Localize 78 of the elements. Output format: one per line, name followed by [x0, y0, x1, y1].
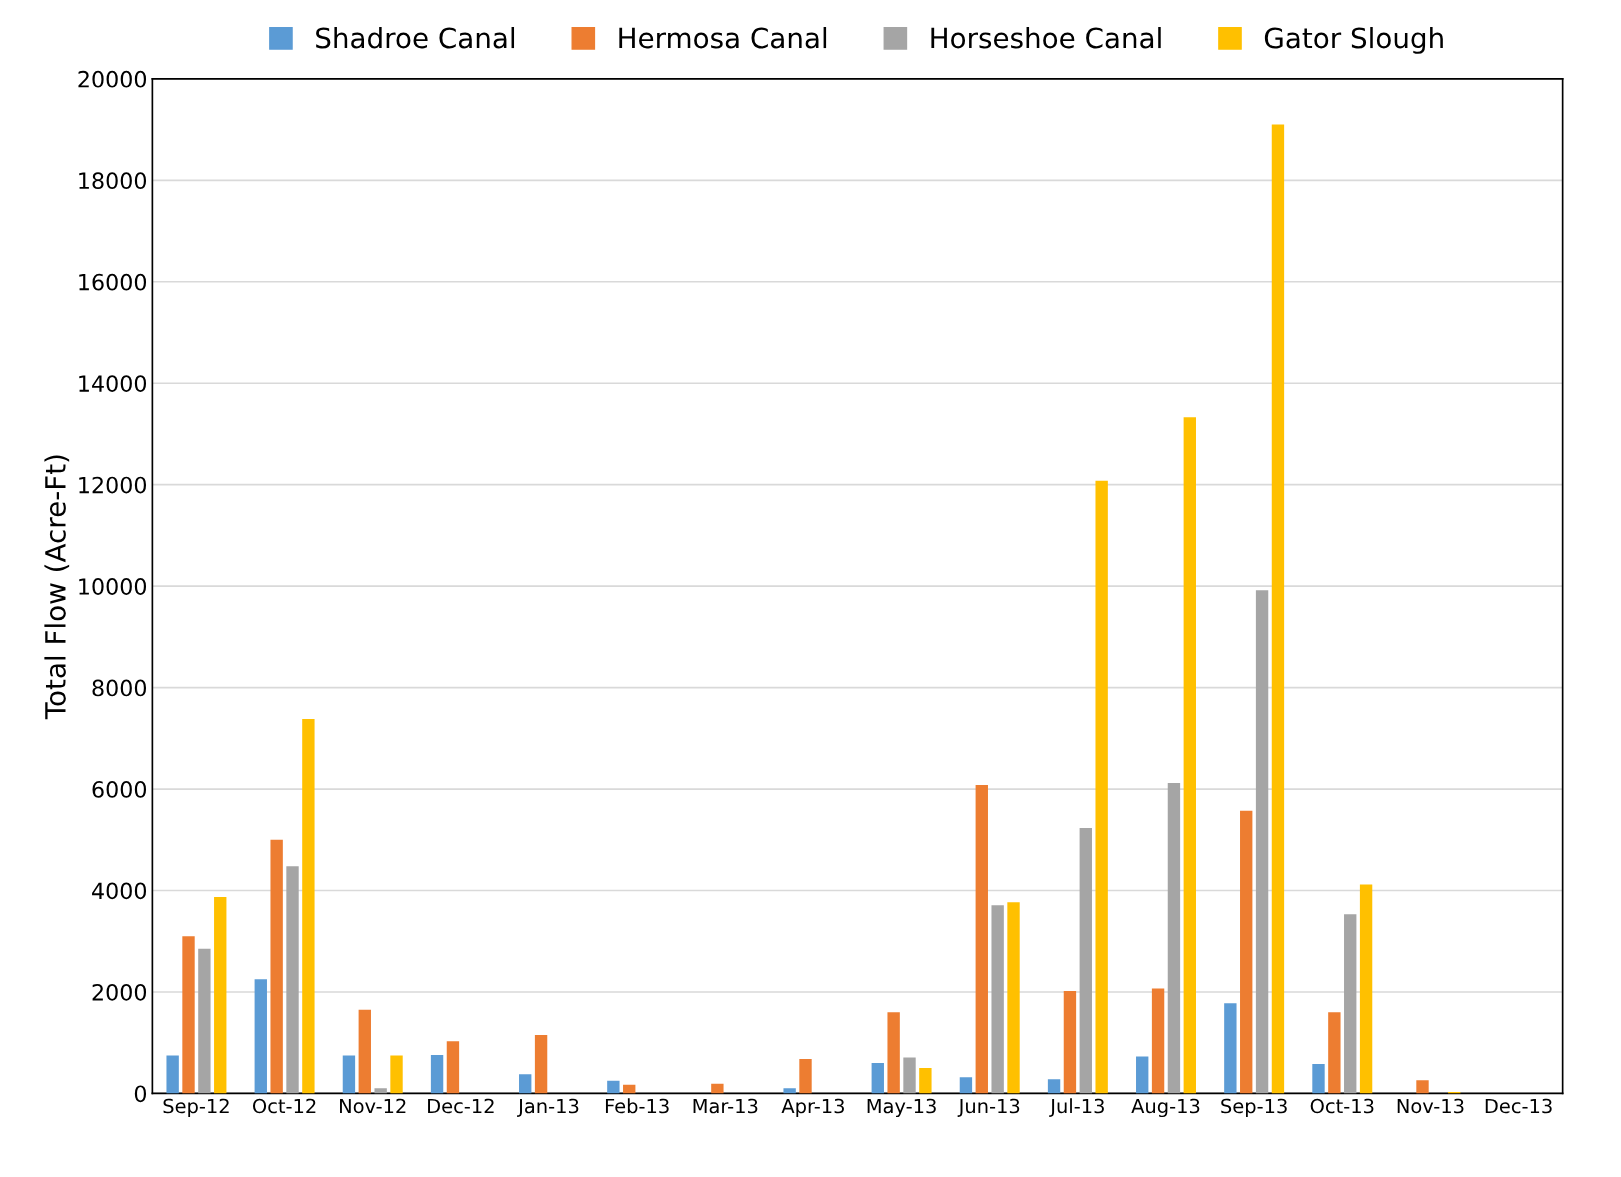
- bar: [166, 1055, 179, 1094]
- x-tick-label: Oct-13: [1310, 1098, 1374, 1114]
- x-tick-label: Aug-13: [1131, 1098, 1200, 1118]
- x-tick-label: Mar-13: [693, 1098, 758, 1114]
- bar: [302, 719, 315, 1094]
- bar: [1240, 810, 1253, 1094]
- bar: [903, 1057, 916, 1094]
- y-tick-label: 0: [134, 1085, 147, 1103]
- bar: [887, 1012, 900, 1094]
- x-tick-label: Sep-13: [1221, 1098, 1287, 1118]
- bar: [711, 1083, 724, 1094]
- x-tick-label: Jul-13: [1049, 1098, 1104, 1117]
- bar: [198, 948, 211, 1094]
- bar: [1183, 417, 1196, 1094]
- bar: [214, 897, 227, 1094]
- x-tick-label: Dec-13: [1485, 1098, 1552, 1114]
- bar: [1344, 914, 1357, 1094]
- x-tick-label: Sep-12: [163, 1098, 229, 1118]
- bar: [1271, 124, 1285, 1094]
- x-tick-label: Nov-12: [340, 1098, 406, 1114]
- legend-label: Horseshoe Canal: [931, 26, 1161, 49]
- x-tick-label: Nov-13: [1397, 1098, 1464, 1114]
- bar: [1136, 1056, 1149, 1094]
- x-tick-label: Jan-13: [517, 1098, 579, 1117]
- bar: [991, 905, 1004, 1094]
- bar: [358, 1009, 371, 1094]
- y-tick-label: 10000: [79, 578, 147, 595]
- bar: [286, 866, 299, 1094]
- bar: [430, 1054, 444, 1094]
- x-tick-label: Dec-12: [428, 1098, 494, 1114]
- x-tick-label: Jun-13: [957, 1098, 1020, 1117]
- y-tick-label: 6000: [92, 781, 147, 798]
- bar: [1151, 988, 1165, 1094]
- bar: [1047, 1079, 1061, 1094]
- bar: [1416, 1080, 1429, 1094]
- bar: [783, 1088, 796, 1094]
- bar: [390, 1055, 403, 1094]
- legend-label: Hermosa Canal: [619, 26, 827, 49]
- bar: [1255, 590, 1269, 1094]
- bar: [1359, 884, 1373, 1094]
- bar: [1095, 480, 1108, 1094]
- bar: [446, 1041, 460, 1094]
- bar: [871, 1063, 884, 1094]
- bar: [1063, 990, 1077, 1094]
- y-tick-label: 18000: [79, 172, 147, 190]
- bar: [270, 839, 283, 1094]
- y-tick-label: 4000: [92, 882, 147, 900]
- x-tick-label: Apr-13: [781, 1098, 844, 1118]
- y-tick-label: 14000: [79, 375, 147, 392]
- bar: [623, 1084, 636, 1094]
- bar: [534, 1035, 548, 1094]
- x-tick-label: May-13: [867, 1098, 936, 1118]
- bar: [1224, 1003, 1237, 1094]
- bar: [1079, 828, 1092, 1094]
- bar: [1167, 782, 1181, 1094]
- legend-label: Gator Slough: [1264, 26, 1443, 54]
- bar: [959, 1077, 973, 1094]
- y-tick-label: 16000: [79, 273, 147, 291]
- bar: [607, 1080, 620, 1094]
- y-tick-label: 8000: [92, 679, 147, 697]
- bar: [1312, 1064, 1325, 1094]
- x-tick-label: Oct-12: [252, 1098, 316, 1114]
- bar: [342, 1055, 356, 1094]
- bar: [799, 1058, 812, 1094]
- legend-label: Shadroe Canal: [316, 26, 515, 49]
- bar: [1007, 902, 1020, 1094]
- bar: [374, 1088, 387, 1094]
- bar: [919, 1068, 932, 1094]
- bar: [1328, 1012, 1341, 1094]
- bar: [975, 785, 988, 1094]
- bar: [254, 979, 267, 1094]
- bar: [519, 1074, 532, 1094]
- y-tick-label: 20000: [78, 70, 147, 88]
- x-tick-label: Feb-13: [605, 1098, 669, 1114]
- y-tick-label: 12000: [79, 476, 147, 494]
- bar: [182, 936, 195, 1094]
- y-tick-label: 2000: [92, 983, 147, 1001]
- y-axis-title: Total Flow (Acre-Ft): [44, 455, 70, 720]
